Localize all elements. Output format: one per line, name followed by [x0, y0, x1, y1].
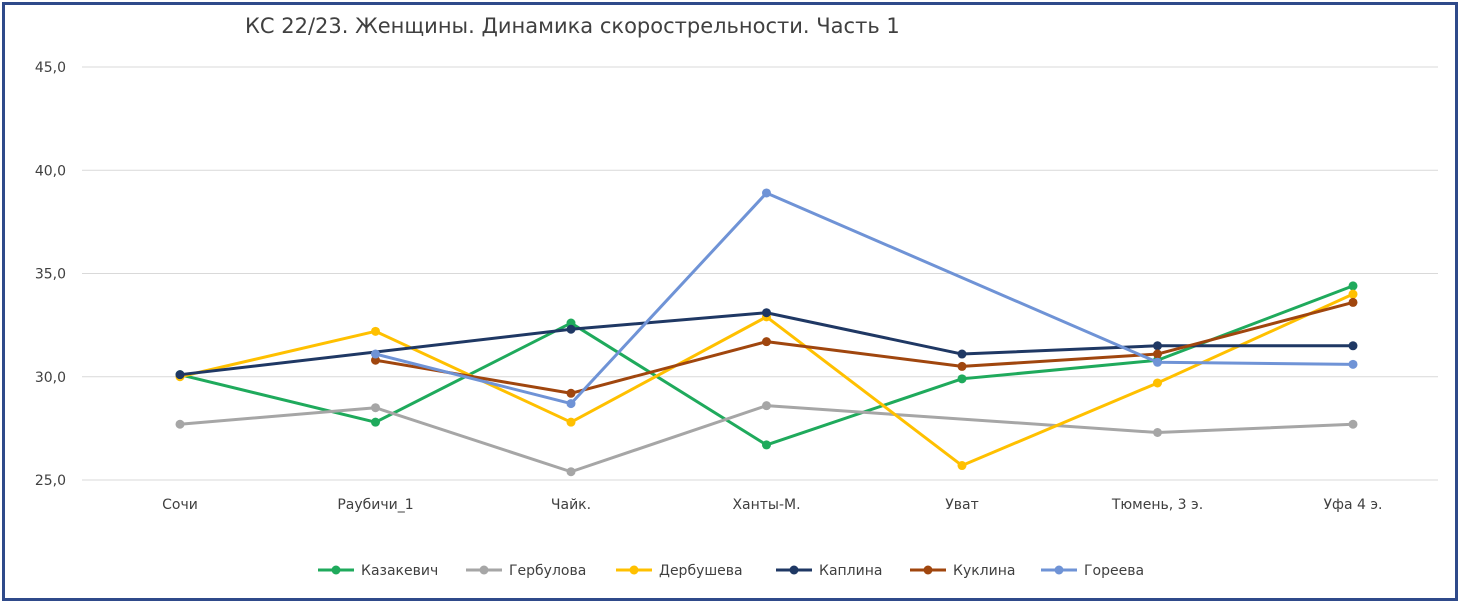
- series-line: [178, 404, 1355, 474]
- data-point: [957, 374, 967, 384]
- legend-item: Куклина: [910, 563, 1015, 579]
- legend-item: Каплина: [776, 563, 882, 579]
- data-point: [1153, 349, 1162, 359]
- legend-item: Гореева: [1041, 563, 1144, 579]
- y-tick-label: 25,0: [35, 473, 66, 489]
- series-5: [371, 297, 1358, 398]
- x-tick-label: Чайк.: [551, 497, 591, 513]
- data-point: [1153, 357, 1162, 367]
- data-point: [1153, 428, 1162, 438]
- data-point: [566, 417, 576, 427]
- data-point: [371, 417, 380, 427]
- legend-item: Дербушева: [616, 563, 743, 579]
- x-tick-label: Ханты-М.: [732, 497, 800, 513]
- data-point: [566, 324, 576, 334]
- legend-label: Гореева: [1084, 563, 1144, 579]
- y-tick-label: 45,0: [35, 60, 66, 76]
- series-line: [374, 300, 1355, 395]
- x-tick-label: Тюмень, 3 э.: [1111, 497, 1203, 513]
- legend-label: Каплина: [819, 563, 882, 579]
- legend-swatch-marker: [479, 565, 489, 575]
- y-tick-label: 40,0: [35, 163, 66, 179]
- data-point: [1348, 297, 1358, 307]
- data-point: [957, 349, 967, 359]
- data-point: [762, 337, 771, 347]
- data-point: [1348, 341, 1358, 351]
- chart-title: КС 22/23. Женщины. Динамика скорострельн…: [245, 14, 900, 38]
- data-point: [1153, 378, 1162, 388]
- data-point: [957, 461, 967, 471]
- legend-swatch-marker: [789, 565, 799, 575]
- data-point: [371, 355, 380, 365]
- data-point: [1153, 341, 1162, 351]
- legend-swatch-marker: [331, 565, 341, 575]
- data-point: [1348, 419, 1358, 429]
- y-axis-ticks: 25,0 30,0 35,0 40,0 45,0: [35, 60, 66, 489]
- series-6: [371, 188, 1358, 409]
- legend-label: Куклина: [953, 563, 1015, 579]
- x-axis-ticks: Сочи Раубичи_1 Чайк. Ханты-М. Уват Тюмень, 3 …: [162, 497, 1382, 513]
- data-point: [566, 388, 576, 398]
- series-line: [374, 191, 1355, 406]
- y-tick-label: 35,0: [35, 267, 66, 283]
- series-1: [175, 281, 1358, 450]
- series-2: [175, 401, 1358, 477]
- x-tick-label: Сочи: [162, 497, 198, 513]
- data-point: [175, 370, 185, 380]
- legend-label: Казакевич: [361, 563, 438, 579]
- data-point: [762, 440, 771, 450]
- data-point: [566, 467, 576, 477]
- data-point: [371, 326, 380, 336]
- grid-lines: [82, 66, 1438, 481]
- y-tick-label: 30,0: [35, 370, 66, 386]
- data-point: [371, 349, 380, 359]
- data-point: [762, 401, 771, 411]
- data-point: [566, 399, 576, 409]
- legend-swatch-marker: [1054, 565, 1064, 575]
- data-point: [1348, 289, 1358, 299]
- legend-label: Гербулова: [509, 563, 586, 579]
- legend: Казакевич Гербулова Дербушева Каплина Куклин…: [318, 563, 1144, 579]
- data-point: [175, 419, 185, 429]
- data-point: [1348, 359, 1358, 369]
- data-point: [762, 308, 771, 318]
- legend-swatch-marker: [629, 565, 639, 575]
- data-point: [566, 318, 576, 328]
- data-point: [957, 361, 967, 371]
- legend-item: Гербулова: [466, 563, 586, 579]
- legend-item: Казакевич: [318, 563, 438, 579]
- x-tick-label: Уват: [945, 497, 979, 513]
- series-lines: [175, 188, 1358, 477]
- legend-label: Дербушева: [659, 563, 743, 579]
- x-tick-label: Раубичи_1: [337, 497, 413, 513]
- data-point: [371, 403, 380, 413]
- x-tick-label: Уфа 4 э.: [1323, 497, 1382, 513]
- legend-swatch-marker: [923, 565, 933, 575]
- data-point: [762, 188, 771, 198]
- data-point: [1348, 281, 1358, 291]
